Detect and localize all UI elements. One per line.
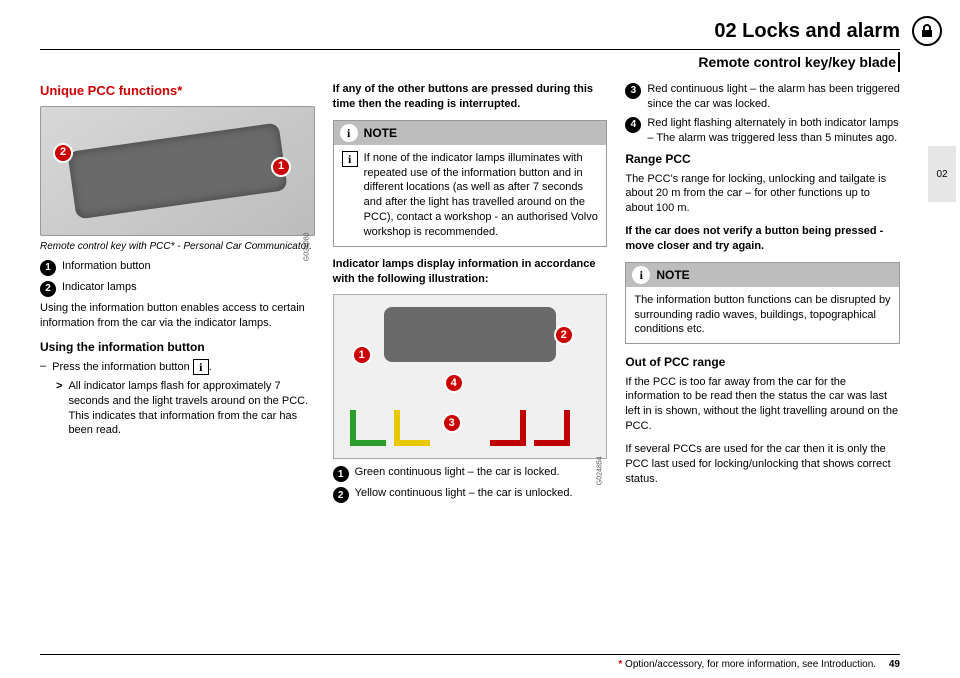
column-1: Unique PCC functions* 2 1 G021080 Remote… [40,82,315,627]
paragraph: If several PCCs are used for the car the… [625,442,900,487]
callout-3: 3 [442,413,462,433]
sub-text: All indicator lamps flash for approximat… [68,379,314,438]
lock-icon [912,16,942,46]
list-text: Red continuous light – the alarm has bee… [647,82,900,112]
info-icon: i [342,151,358,167]
list-text: Red light flashing alternately in both i… [647,116,900,146]
info-icon: i [632,266,650,284]
note-body: i If none of the indicator lamps illumin… [334,145,607,246]
num-circle-1: 1 [333,466,349,482]
callout-2: 2 [554,325,574,345]
callout-1: 1 [352,345,372,365]
bullet-item: – Press the information button i. [40,359,315,375]
note-box: i NOTE i If none of the indicator lamps … [333,120,608,247]
paragraph: Using the information button enables acc… [40,301,315,331]
list-text: Yellow continuous light – the car is unl… [355,486,573,503]
list-text: Green continuous light – the car is lock… [355,465,560,482]
note-label: NOTE [364,125,397,141]
figure-ref: G021080 [302,233,311,262]
figure-key-2: 1 2 3 4 G024854 [333,294,608,459]
callout-2: 2 [53,143,73,163]
sub-bullet: > All indicator lamps flash for approxim… [56,379,315,438]
list-item: 1 Information button [40,259,315,276]
figure-caption: Remote control key with PCC* - Personal … [40,240,315,254]
paragraph: If the car does not verify a button bein… [625,224,900,254]
list-item: 1 Green continuous light – the car is lo… [333,465,608,482]
chapter-title: 02 Locks and alarm [40,20,900,50]
column-3: 3 Red continuous light – the alarm has b… [625,82,900,627]
list-item: 4 Red light flashing alternately in both… [625,116,900,146]
footer-text: Option/accessory, for more information, … [625,659,876,670]
list-text: Indicator lamps [62,280,137,297]
list-item: 3 Red continuous light – the alarm has b… [625,82,900,112]
column-2: If any of the other buttons are pressed … [333,82,608,627]
note-text: If none of the indicator lamps illuminat… [364,151,599,240]
num-circle-1: 1 [40,260,56,276]
callout-1: 1 [271,157,291,177]
note-body: The information button functions can be … [626,287,899,344]
page-tab: 02 [928,146,956,202]
list-item: 2 Yellow continuous light – the car is u… [333,486,608,503]
sub-heading: Range PCC [625,151,900,167]
num-circle-4: 4 [625,117,641,133]
bullet-dash: – [40,359,46,375]
footer: * Option/accessory, for more information… [40,654,900,670]
note-label: NOTE [656,267,689,283]
paragraph: The PCC's range for locking, unlocking a… [625,172,900,217]
sub-heading: Out of PCC range [625,354,900,370]
page-number: 49 [889,659,900,670]
arrow-icon: > [56,379,62,438]
note-header: i NOTE [334,121,607,145]
info-icon: i [340,124,358,142]
list-item: 2 Indicator lamps [40,280,315,297]
info-icon: i [193,359,209,375]
note-box: i NOTE The information button functions … [625,262,900,345]
bullet-text: Press the information button i. [52,359,212,375]
paragraph: If any of the other buttons are pressed … [333,82,608,112]
num-circle-2: 2 [333,487,349,503]
figure-ref: G024854 [595,456,604,485]
figure-key-1: 2 1 G021080 [40,106,315,236]
list-text: Information button [62,259,151,276]
num-circle-2: 2 [40,281,56,297]
paragraph: If the PCC is too far away from the car … [625,375,900,434]
sub-heading: Using the information button [40,339,315,355]
paragraph: Indicator lamps display information in a… [333,257,608,287]
star-icon: * [618,659,622,670]
num-circle-3: 3 [625,83,641,99]
pcc-heading: Unique PCC functions* [40,82,315,100]
section-title: Remote control key/key blade [40,54,900,70]
note-header: i NOTE [626,263,899,287]
callout-4: 4 [444,373,464,393]
